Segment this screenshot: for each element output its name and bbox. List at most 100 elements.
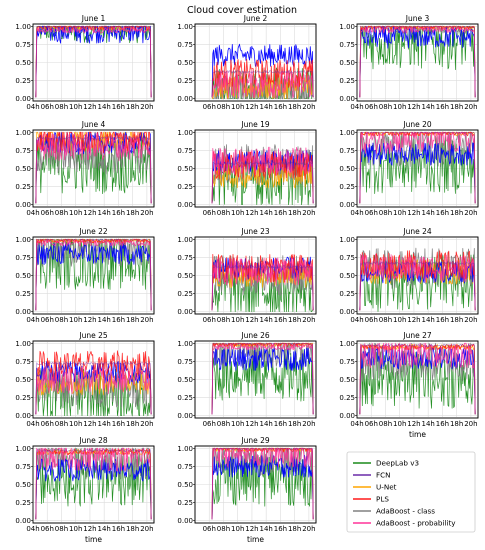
y-tick-label: 1.00 (177, 340, 193, 348)
x-tick-label: 04h (350, 209, 363, 217)
series-line-adaboost-probability (35, 132, 152, 204)
x-tick-label: 06h (41, 103, 54, 111)
subplot-june-2: June 2 0.00 0.25 0.50 0.75 1.00 06h 08h 10h 12h 14… (177, 14, 317, 111)
series-line-fcn (35, 239, 152, 311)
x-tick-label: 18h (288, 525, 301, 533)
x-tick-label: 18h (288, 209, 301, 217)
x-tick-label: 12h (83, 525, 96, 533)
x-tick-label: 16h (112, 209, 125, 217)
y-tick-label: 0.50 (177, 376, 193, 384)
series-line-fcn (35, 361, 152, 415)
x-tick-label: 10h (69, 525, 82, 533)
subplot-title: June 2 (243, 14, 268, 23)
series-line-adaboost-probability (359, 131, 476, 204)
y-tick-label: 0.50 (177, 481, 193, 489)
y-tick-label: 0.25 (15, 290, 31, 298)
series-line-adaboost-probability (359, 26, 476, 98)
x-tick-label: 16h (436, 420, 449, 428)
x-tick-label: 08h (55, 316, 68, 324)
x-tick-label: 08h (217, 525, 230, 533)
y-tick-label: 0.00 (15, 412, 31, 420)
x-tick-label: 10h (69, 420, 82, 428)
y-tick-label: 0.50 (177, 165, 193, 173)
series-line-fcn (211, 70, 314, 98)
series-line-pls (211, 342, 314, 415)
y-tick-label: 0.75 (339, 41, 355, 49)
subplot-title: June 24 (402, 227, 431, 236)
series-line-fcn (211, 265, 314, 311)
x-tick-label: 18h (450, 316, 463, 324)
y-tick-label: 0.00 (15, 95, 31, 103)
series-line-adaboost-probability (359, 253, 476, 311)
y-tick-label: 1.00 (15, 236, 31, 244)
subplot-june-3: June 3 0.00 0.25 0.50 0.75 1.00 04h 06h 08h 10h 12… (339, 14, 479, 111)
subplot-title: June 3 (405, 14, 430, 23)
x-tick-label: 10h (393, 103, 406, 111)
series-line-fcn (359, 261, 476, 311)
legend-entry: DeepLab v3 (376, 459, 419, 468)
series-line-adaboost-probability (211, 257, 314, 311)
x-tick-label: 20h (464, 420, 477, 428)
y-tick-label: 0.00 (339, 308, 355, 316)
x-tick-label: 08h (217, 209, 230, 217)
subplot-title: June 27 (402, 331, 431, 340)
legend-entry: FCN (376, 471, 391, 480)
x-tick-label: 12h (407, 209, 420, 217)
x-tick-label: 18h (450, 209, 463, 217)
legend-entry: PLS (376, 495, 389, 504)
y-tick-label: 0.00 (15, 308, 31, 316)
y-tick-label: 0.50 (177, 272, 193, 280)
plot-frame (194, 129, 317, 208)
x-tick-label: 08h (379, 420, 392, 428)
series-line-pls (35, 238, 152, 311)
y-tick-label: 0.25 (15, 183, 31, 191)
x-tick-label: 16h (274, 103, 287, 111)
x-tick-label: 14h (260, 525, 273, 533)
y-tick-label: 0.50 (339, 272, 355, 280)
y-tick-label: 0.00 (339, 201, 355, 209)
x-tick-label: 16h (112, 316, 125, 324)
series-line-fcn (211, 161, 314, 204)
y-tick-label: 0.00 (339, 95, 355, 103)
x-tick-label: 06h (203, 420, 216, 428)
y-tick-label: 0.25 (339, 290, 355, 298)
plot-frame (32, 236, 155, 315)
y-tick-label: 1.00 (15, 129, 31, 137)
subplot-title: June 23 (240, 227, 269, 236)
x-tick-label: 14h (422, 103, 435, 111)
y-tick-label: 0.25 (339, 77, 355, 85)
y-tick-label: 1.00 (339, 236, 355, 244)
subplot-title: June 25 (78, 331, 107, 340)
y-tick-label: 0.75 (339, 254, 355, 262)
x-tick-label: 20h (302, 525, 315, 533)
x-tick-label: 04h (26, 209, 39, 217)
x-tick-label: 10h (231, 209, 244, 217)
x-tick-label: 06h (203, 525, 216, 533)
series-line-blue (211, 43, 314, 98)
x-tick-label: 12h (245, 525, 258, 533)
legend-box (346, 451, 476, 533)
x-tick-label: 16h (436, 316, 449, 324)
x-tick-label: 16h (436, 103, 449, 111)
x-tick-label: 16h (112, 525, 125, 533)
x-tick-label: 14h (260, 103, 273, 111)
y-tick-label: 0.25 (177, 183, 193, 191)
x-tick-label: 04h (26, 525, 39, 533)
series-line-blue (211, 347, 314, 415)
plot-frame (356, 23, 479, 102)
y-tick-label: 0.50 (15, 272, 31, 280)
plot-frame (356, 340, 479, 419)
y-tick-label: 0.75 (177, 41, 193, 49)
x-tick-label: 20h (302, 209, 315, 217)
y-tick-label: 0.50 (15, 376, 31, 384)
x-tick-label: 18h (126, 103, 139, 111)
series-line-adaboost-class (211, 73, 314, 100)
x-tick-label: 20h (464, 316, 477, 324)
series-line-adaboost-probability (35, 26, 152, 98)
x-tick-label: 20h (140, 209, 153, 217)
plot-frame (32, 129, 155, 208)
x-tick-label: 08h (379, 209, 392, 217)
